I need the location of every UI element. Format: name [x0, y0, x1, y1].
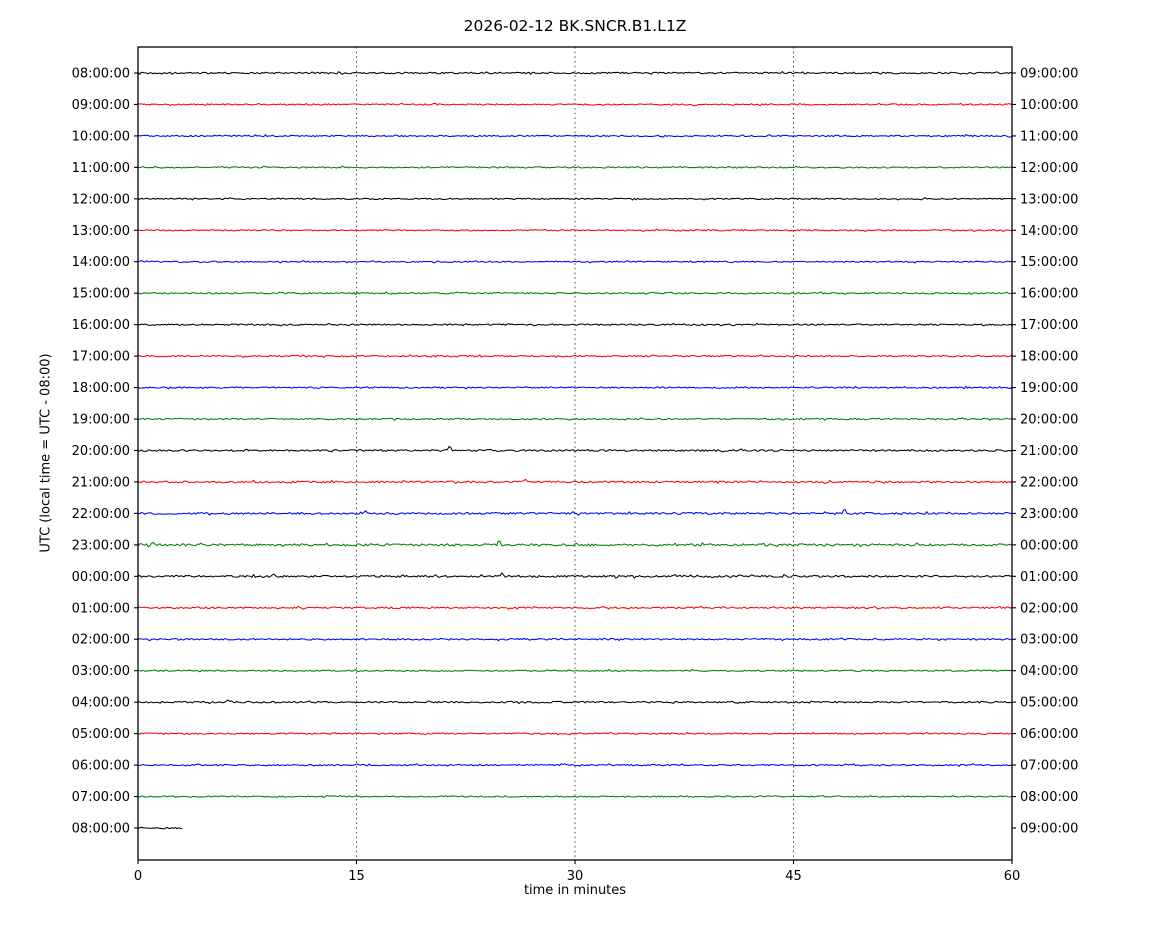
ytick-left-label: 16:00:00	[72, 318, 130, 333]
trace-row-03:00:00	[137, 669, 1012, 673]
trace-row-21:00:00	[137, 478, 1013, 485]
y-axis-label: UTC (local time = UTC - 08:00)	[38, 353, 54, 553]
trace-row-12:00:00	[137, 197, 1012, 201]
ytick-right-label: 09:00:00	[1020, 821, 1078, 836]
xtick-label: 0	[134, 869, 142, 884]
trace-row-04:00:00	[137, 699, 1012, 705]
xtick-label: 15	[348, 869, 365, 884]
ytick-left-label: 19:00:00	[72, 413, 130, 428]
trace-row-08:00:00	[137, 71, 1012, 75]
ytick-left-label: 02:00:00	[72, 633, 130, 648]
trace-row-14:00:00	[137, 260, 1013, 264]
ytick-left-label: 01:00:00	[72, 601, 130, 616]
ytick-right-label: 12:00:00	[1020, 161, 1078, 176]
chart-title: 2026-02-12 BK.SNCR.B1.L1Z	[463, 17, 687, 35]
ytick-right-label: 08:00:00	[1020, 790, 1078, 805]
x-axis-label: time in minutes	[523, 883, 627, 898]
ytick-right-label: 23:00:00	[1020, 507, 1078, 522]
trace-row-19:00:00	[137, 417, 1012, 421]
ytick-left-label: 12:00:00	[72, 192, 130, 207]
trace-row-23:00:00	[137, 540, 1012, 548]
ytick-right-label: 03:00:00	[1020, 633, 1078, 648]
trace-row-11:00:00	[137, 165, 1012, 169]
ytick-left-label: 13:00:00	[72, 224, 130, 239]
ytick-left-label: 10:00:00	[72, 129, 130, 144]
trace-row-13:00:00	[137, 228, 1012, 233]
ytick-right-label: 02:00:00	[1020, 601, 1078, 616]
ytick-left-label: 08:00:00	[72, 821, 130, 836]
trace-row-02:00:00	[137, 637, 1012, 642]
ytick-right-label: 22:00:00	[1020, 475, 1078, 490]
ytick-right-label: 01:00:00	[1020, 570, 1078, 585]
ytick-right-label: 00:00:00	[1020, 538, 1078, 553]
ytick-right-label: 14:00:00	[1020, 224, 1078, 239]
ytick-right-label: 07:00:00	[1020, 759, 1078, 774]
ytick-left-label: 08:00:00	[72, 67, 130, 82]
ytick-right-label: 16:00:00	[1020, 287, 1078, 302]
ytick-right-label: 13:00:00	[1020, 192, 1078, 207]
ytick-right-label: 04:00:00	[1020, 664, 1078, 679]
ytick-left-label: 23:00:00	[72, 538, 130, 553]
trace-row-09:00:00	[137, 102, 1013, 107]
trace-row-10:00:00	[137, 134, 1012, 138]
trace-row-01:00:00	[137, 605, 1013, 610]
trace-row-05:00:00	[137, 731, 1012, 736]
trace-row-07:00:00	[137, 794, 1012, 798]
ytick-left-label: 18:00:00	[72, 381, 130, 396]
ytick-left-label: 15:00:00	[72, 287, 130, 302]
ytick-left-label: 05:00:00	[72, 727, 130, 742]
trace-row-06:00:00	[137, 763, 1012, 767]
ytick-right-label: 11:00:00	[1020, 129, 1078, 144]
xtick-label: 60	[1004, 869, 1021, 884]
trace-row-22:00:00	[137, 509, 1012, 516]
ytick-left-label: 17:00:00	[72, 350, 130, 365]
ytick-left-label: 09:00:00	[72, 98, 130, 113]
xtick-label: 30	[567, 869, 584, 884]
ytick-left-label: 11:00:00	[72, 161, 130, 176]
trace-row-15:00:00	[137, 291, 1012, 295]
ytick-right-label: 09:00:00	[1020, 67, 1078, 82]
ytick-right-label: 10:00:00	[1020, 98, 1078, 113]
trace-row-16:00:00	[137, 322, 1013, 327]
ytick-right-label: 15:00:00	[1020, 255, 1078, 270]
trace-row-08:00:00	[137, 826, 183, 830]
xtick-label: 45	[785, 869, 802, 884]
ytick-left-label: 00:00:00	[72, 570, 130, 585]
ytick-left-label: 22:00:00	[72, 507, 130, 522]
ytick-right-label: 20:00:00	[1020, 413, 1078, 428]
ytick-left-label: 14:00:00	[72, 255, 130, 270]
ytick-right-label: 05:00:00	[1020, 696, 1078, 711]
ytick-right-label: 19:00:00	[1020, 381, 1078, 396]
ytick-left-label: 21:00:00	[72, 475, 130, 490]
ytick-left-label: 03:00:00	[72, 664, 130, 679]
ytick-right-label: 18:00:00	[1020, 350, 1078, 365]
ytick-right-label: 06:00:00	[1020, 727, 1078, 742]
trace-row-18:00:00	[137, 385, 1013, 390]
ytick-left-label: 06:00:00	[72, 759, 130, 774]
trace-row-20:00:00	[137, 445, 1013, 453]
ytick-right-label: 17:00:00	[1020, 318, 1078, 333]
ytick-right-label: 21:00:00	[1020, 444, 1078, 459]
trace-row-00:00:00	[137, 572, 1012, 579]
ytick-left-label: 04:00:00	[72, 696, 130, 711]
ytick-left-label: 07:00:00	[72, 790, 130, 805]
ytick-left-label: 20:00:00	[72, 444, 130, 459]
trace-row-17:00:00	[137, 354, 1012, 359]
